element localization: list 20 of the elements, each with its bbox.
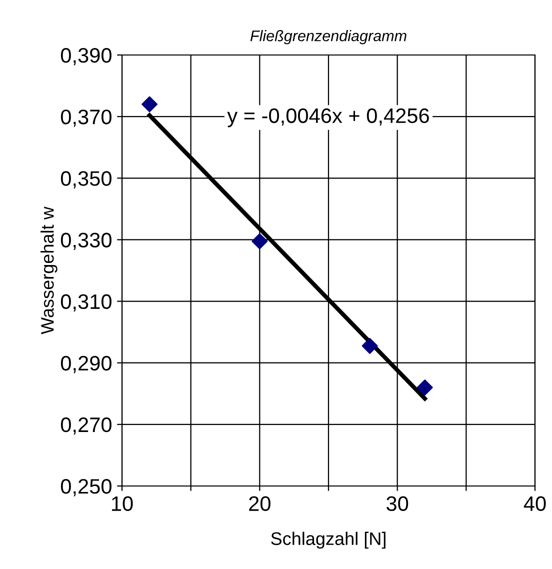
y-tick-label: 0,250 xyxy=(60,479,112,496)
annotation: y = -0,0046x + 0,4256 xyxy=(227,108,429,128)
point xyxy=(142,96,158,112)
x-tick-label: 30 xyxy=(386,496,408,512)
y-axis-title: Wassergehalt w xyxy=(40,206,58,334)
y-tick-label: 0,290 xyxy=(60,356,112,374)
point xyxy=(362,338,378,354)
point xyxy=(252,233,268,250)
x-tick-label: 20 xyxy=(249,496,270,512)
x-axis-title: Schlagzahl [N] xyxy=(271,532,386,549)
y-tick-label: 0,270 xyxy=(60,417,112,435)
y-tick-label: 0,350 xyxy=(60,171,112,188)
y-tick-label: 0,310 xyxy=(60,294,112,312)
y-tick-label: 0,370 xyxy=(60,110,112,127)
chart-title: Fließgrenzendiagramm xyxy=(250,30,406,44)
y-tick-label: 0,330 xyxy=(60,232,112,250)
y-tick-label: 0,390 xyxy=(60,48,112,66)
point xyxy=(416,380,433,396)
x-tick-label: 10 xyxy=(112,496,133,512)
x-tick-label: 40 xyxy=(524,496,546,512)
